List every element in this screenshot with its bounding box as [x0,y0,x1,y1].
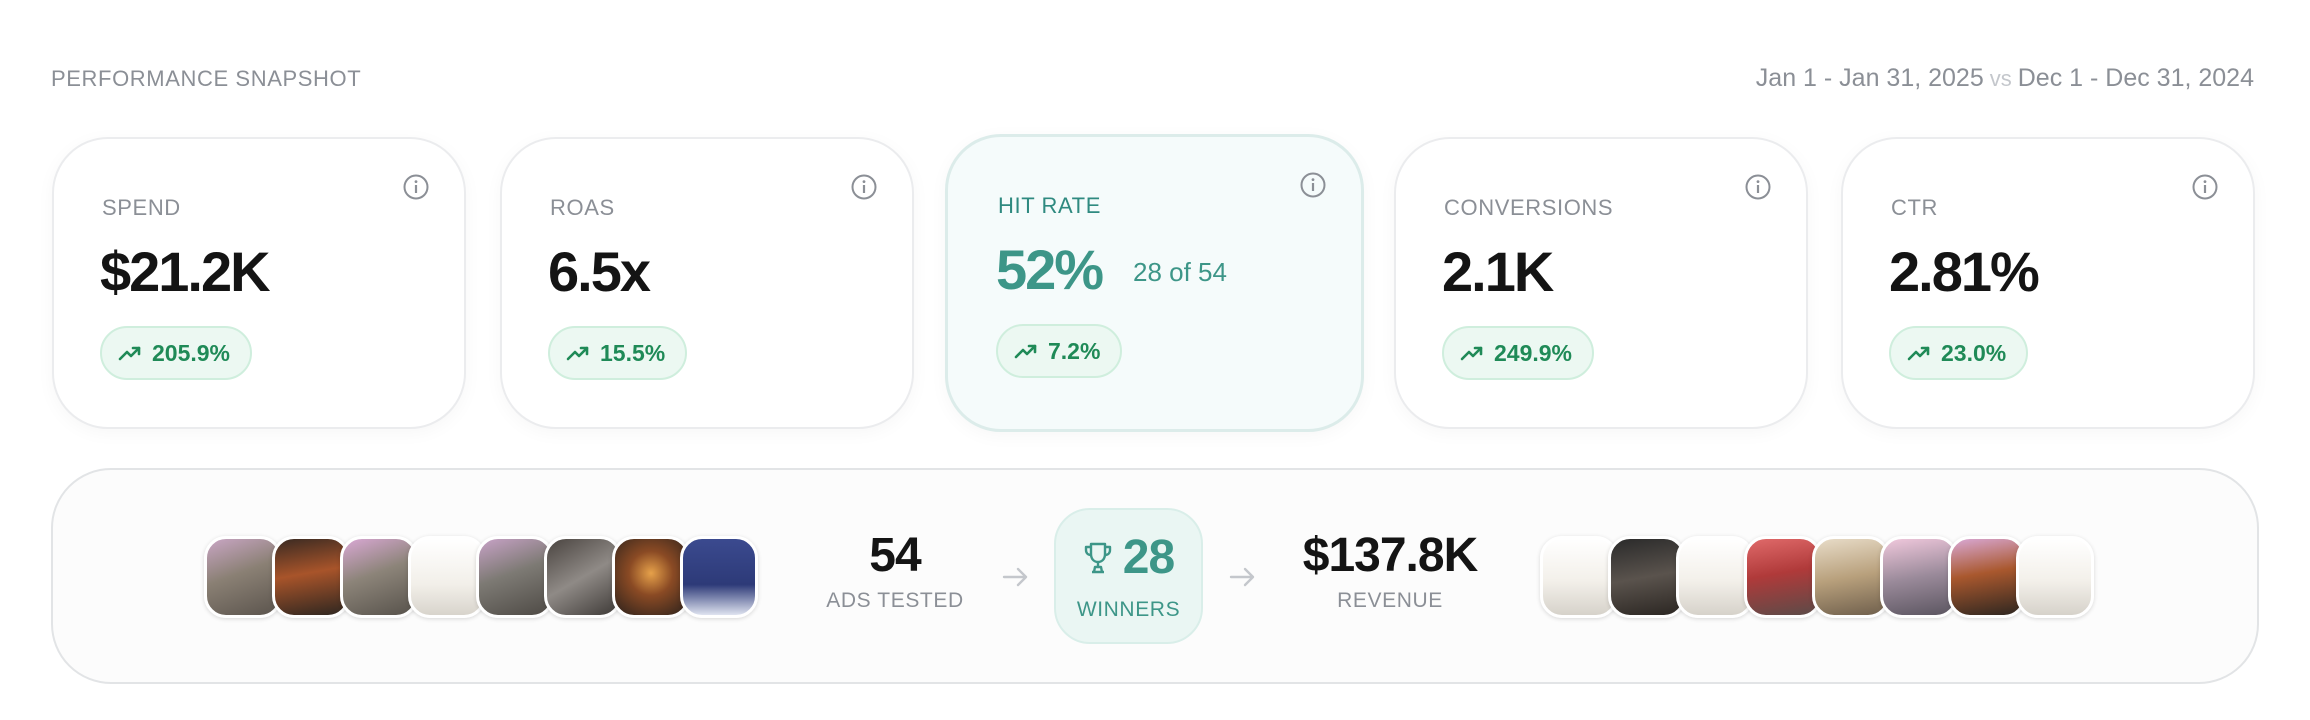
ad-thumbnail[interactable] [612,536,690,618]
kpi-card-roas[interactable]: ROAS 6.5x 15.5% [500,137,914,429]
change-badge: 7.2% [996,324,1123,378]
ad-thumbnail[interactable] [272,536,350,618]
kpi-label: HIT RATE [998,193,1101,218]
arrow-right-icon [1002,567,1028,587]
trending-up-icon [566,346,589,361]
date-range[interactable]: Jan 1 - Jan 31, 2025 vs Dec 1 - Dec 31, 20… [1756,64,2254,93]
kpi-value: 2.1K [1442,240,1554,303]
kpi-label: CTR [1891,195,1939,220]
kpi-card-ctr[interactable]: CTR 2.81% 23.0% [1841,137,2255,429]
previous-date-range: Dec 1 - Dec 31, 2024 [2017,64,2254,92]
trending-up-icon [1460,346,1483,361]
kpi-subvalue: 28 of 54 [1133,257,1227,287]
ad-thumbnail[interactable] [204,536,282,618]
kpi-card-spend[interactable]: SPEND $21.2K 205.9% [52,137,466,429]
winner-ad-thumbnail[interactable] [1608,536,1686,618]
winners-metric[interactable]: 28 WINNERS [1054,508,1203,644]
winner-ad-thumbnail[interactable] [1744,536,1822,618]
kpi-label: ROAS [550,195,615,220]
info-icon[interactable] [850,173,878,201]
info-icon[interactable] [1744,173,1772,201]
ads-tested-label: ADS TESTED [826,589,964,612]
ad-thumbnail[interactable] [544,536,622,618]
ad-thumbnail[interactable] [408,536,486,618]
winners-label: WINNERS [1076,598,1181,621]
info-icon[interactable] [1299,171,1327,199]
revenue-metric: $137.8K REVENUE [1285,528,1495,613]
trending-up-icon [118,346,141,361]
ad-thumbnail[interactable] [340,536,418,618]
section-title: PERFORMANCE SNAPSHOT [51,66,362,91]
kpi-value: 6.5x [548,240,651,303]
ads-tested-value: 54 [869,529,921,582]
revenue-value: $137.8K [1302,529,1478,582]
kpi-label: SPEND [102,195,181,220]
kpi-value: $21.2K [100,240,271,303]
kpi-card-hit-rate[interactable]: HIT RATE 52% 28 of 54 7.2% [945,134,1364,432]
kpi-value: 2.81% [1889,240,2040,303]
kpi-label: CONVERSIONS [1444,195,1614,220]
current-date-range: Jan 1 - Jan 31, 2025 [1755,64,1984,92]
change-badge: 249.9% [1442,326,1595,380]
change-value: 23.0% [1941,339,2007,366]
revenue-label: REVENUE [1337,589,1443,612]
winner-ad-thumbnail[interactable] [1948,536,2026,618]
change-badge: 15.5% [548,326,688,380]
change-value: 205.9% [152,339,231,366]
change-value: 15.5% [600,339,666,366]
change-value: 7.2% [1048,337,1101,364]
change-value: 249.9% [1494,339,1573,366]
arrow-right-icon [1229,567,1255,587]
change-badge: 205.9% [100,326,253,380]
kpi-value: 52% [996,238,1104,301]
winner-ad-thumbnail[interactable] [1676,536,1754,618]
info-icon[interactable] [2191,173,2219,201]
winner-ad-thumbnail[interactable] [1880,536,1958,618]
trending-up-icon [1907,346,1930,361]
change-badge: 23.0% [1889,326,2029,380]
winners-value: 28 [1122,531,1175,584]
ad-thumbnail[interactable] [680,536,758,618]
winner-ad-thumbnail[interactable] [2016,536,2094,618]
trophy-icon [1084,542,1111,573]
winner-ad-thumbnail[interactable] [1812,536,1890,618]
vs-label: vs [1989,66,2012,91]
winner-ad-thumbnail[interactable] [1540,536,1618,618]
ad-thumbnail[interactable] [476,536,554,618]
kpi-card-conversions[interactable]: CONVERSIONS 2.1K 249.9% [1394,137,1808,429]
trending-up-icon [1014,344,1037,359]
info-icon[interactable] [402,173,430,201]
ads-tested-metric: 54 ADS TESTED [820,528,970,613]
